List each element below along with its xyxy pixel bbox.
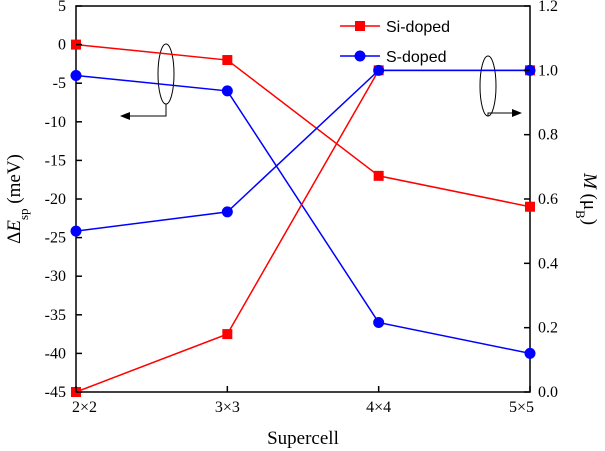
x-tick-label-1: 3×3 <box>215 399 240 416</box>
right-y-tick-label-6: 0.0 <box>538 384 558 401</box>
left-y-tick-label-9: -40 <box>45 345 66 362</box>
right-y-axis-title: M (μB) <box>574 172 601 225</box>
plot-frame <box>75 5 531 393</box>
right-y-tick-label-5: 0.2 <box>538 320 558 337</box>
legend-label-1: S-doped <box>386 49 447 66</box>
data-point-3-0 <box>70 225 82 237</box>
left-y-tick-label-1: 0 <box>58 37 66 54</box>
right-y-tick-label-3: 0.6 <box>538 191 558 208</box>
data-point-3-1 <box>221 206 233 218</box>
data-point-0-1 <box>222 55 233 66</box>
x-tick-label-0: 2×2 <box>72 399 97 416</box>
left-y-tick-label-4: -15 <box>45 152 66 169</box>
left-axis-indicator-arrow <box>124 104 167 117</box>
series-line-0 <box>75 43 531 208</box>
left-y-tick-label-2: -5 <box>53 75 66 92</box>
legend-marker-1 <box>354 50 366 62</box>
data-point-1-3 <box>524 347 536 359</box>
left-y-tick-label-5: -20 <box>45 191 66 208</box>
series-line-1 <box>75 74 531 355</box>
data-point-0-2 <box>373 170 384 181</box>
data-point-1-0 <box>70 69 82 81</box>
left-y-tick-label-6: -25 <box>45 230 66 247</box>
data-point-2-1 <box>222 329 233 340</box>
right-y-tick-label-1: 1.0 <box>538 62 558 79</box>
right-axis-indicator-ellipse <box>479 55 497 117</box>
legend-label-0: Si-doped <box>386 19 450 36</box>
x-tick-label-3: 5×5 <box>509 399 534 416</box>
right-axis-indicator-arrow <box>487 112 518 116</box>
left-y-tick-label-8: -35 <box>45 307 66 324</box>
data-point-3-2 <box>373 64 385 76</box>
left-y-tick-label-3: -10 <box>45 114 66 131</box>
left-y-tick-label-0: 5 <box>58 0 66 15</box>
x-axis-title: Supercell <box>267 428 339 449</box>
right-arrowhead-icon <box>512 109 522 117</box>
right-y-tick-label-0: 1.2 <box>538 0 558 15</box>
left-axis-indicator <box>120 43 175 120</box>
data-point-0-3 <box>525 201 535 212</box>
right-axis-indicator <box>479 55 522 117</box>
data-point-1-2 <box>373 317 385 329</box>
left-y-tick-label-7: -30 <box>45 268 66 285</box>
legend: Si-doped S-doped <box>340 19 450 66</box>
left-y-axis-title: ΔEsp (meV) <box>4 154 31 244</box>
legend-marker-0 <box>355 21 365 31</box>
data-point-1-1 <box>221 85 233 97</box>
left-y-tick-label-10: -45 <box>45 384 66 401</box>
left-arrowhead-icon <box>120 112 130 120</box>
right-y-tick-label-2: 0.8 <box>538 127 558 144</box>
series-line-3 <box>75 69 530 232</box>
x-tick-label-2: 4×4 <box>366 399 391 416</box>
right-y-tick-label-4: 0.4 <box>538 255 558 272</box>
